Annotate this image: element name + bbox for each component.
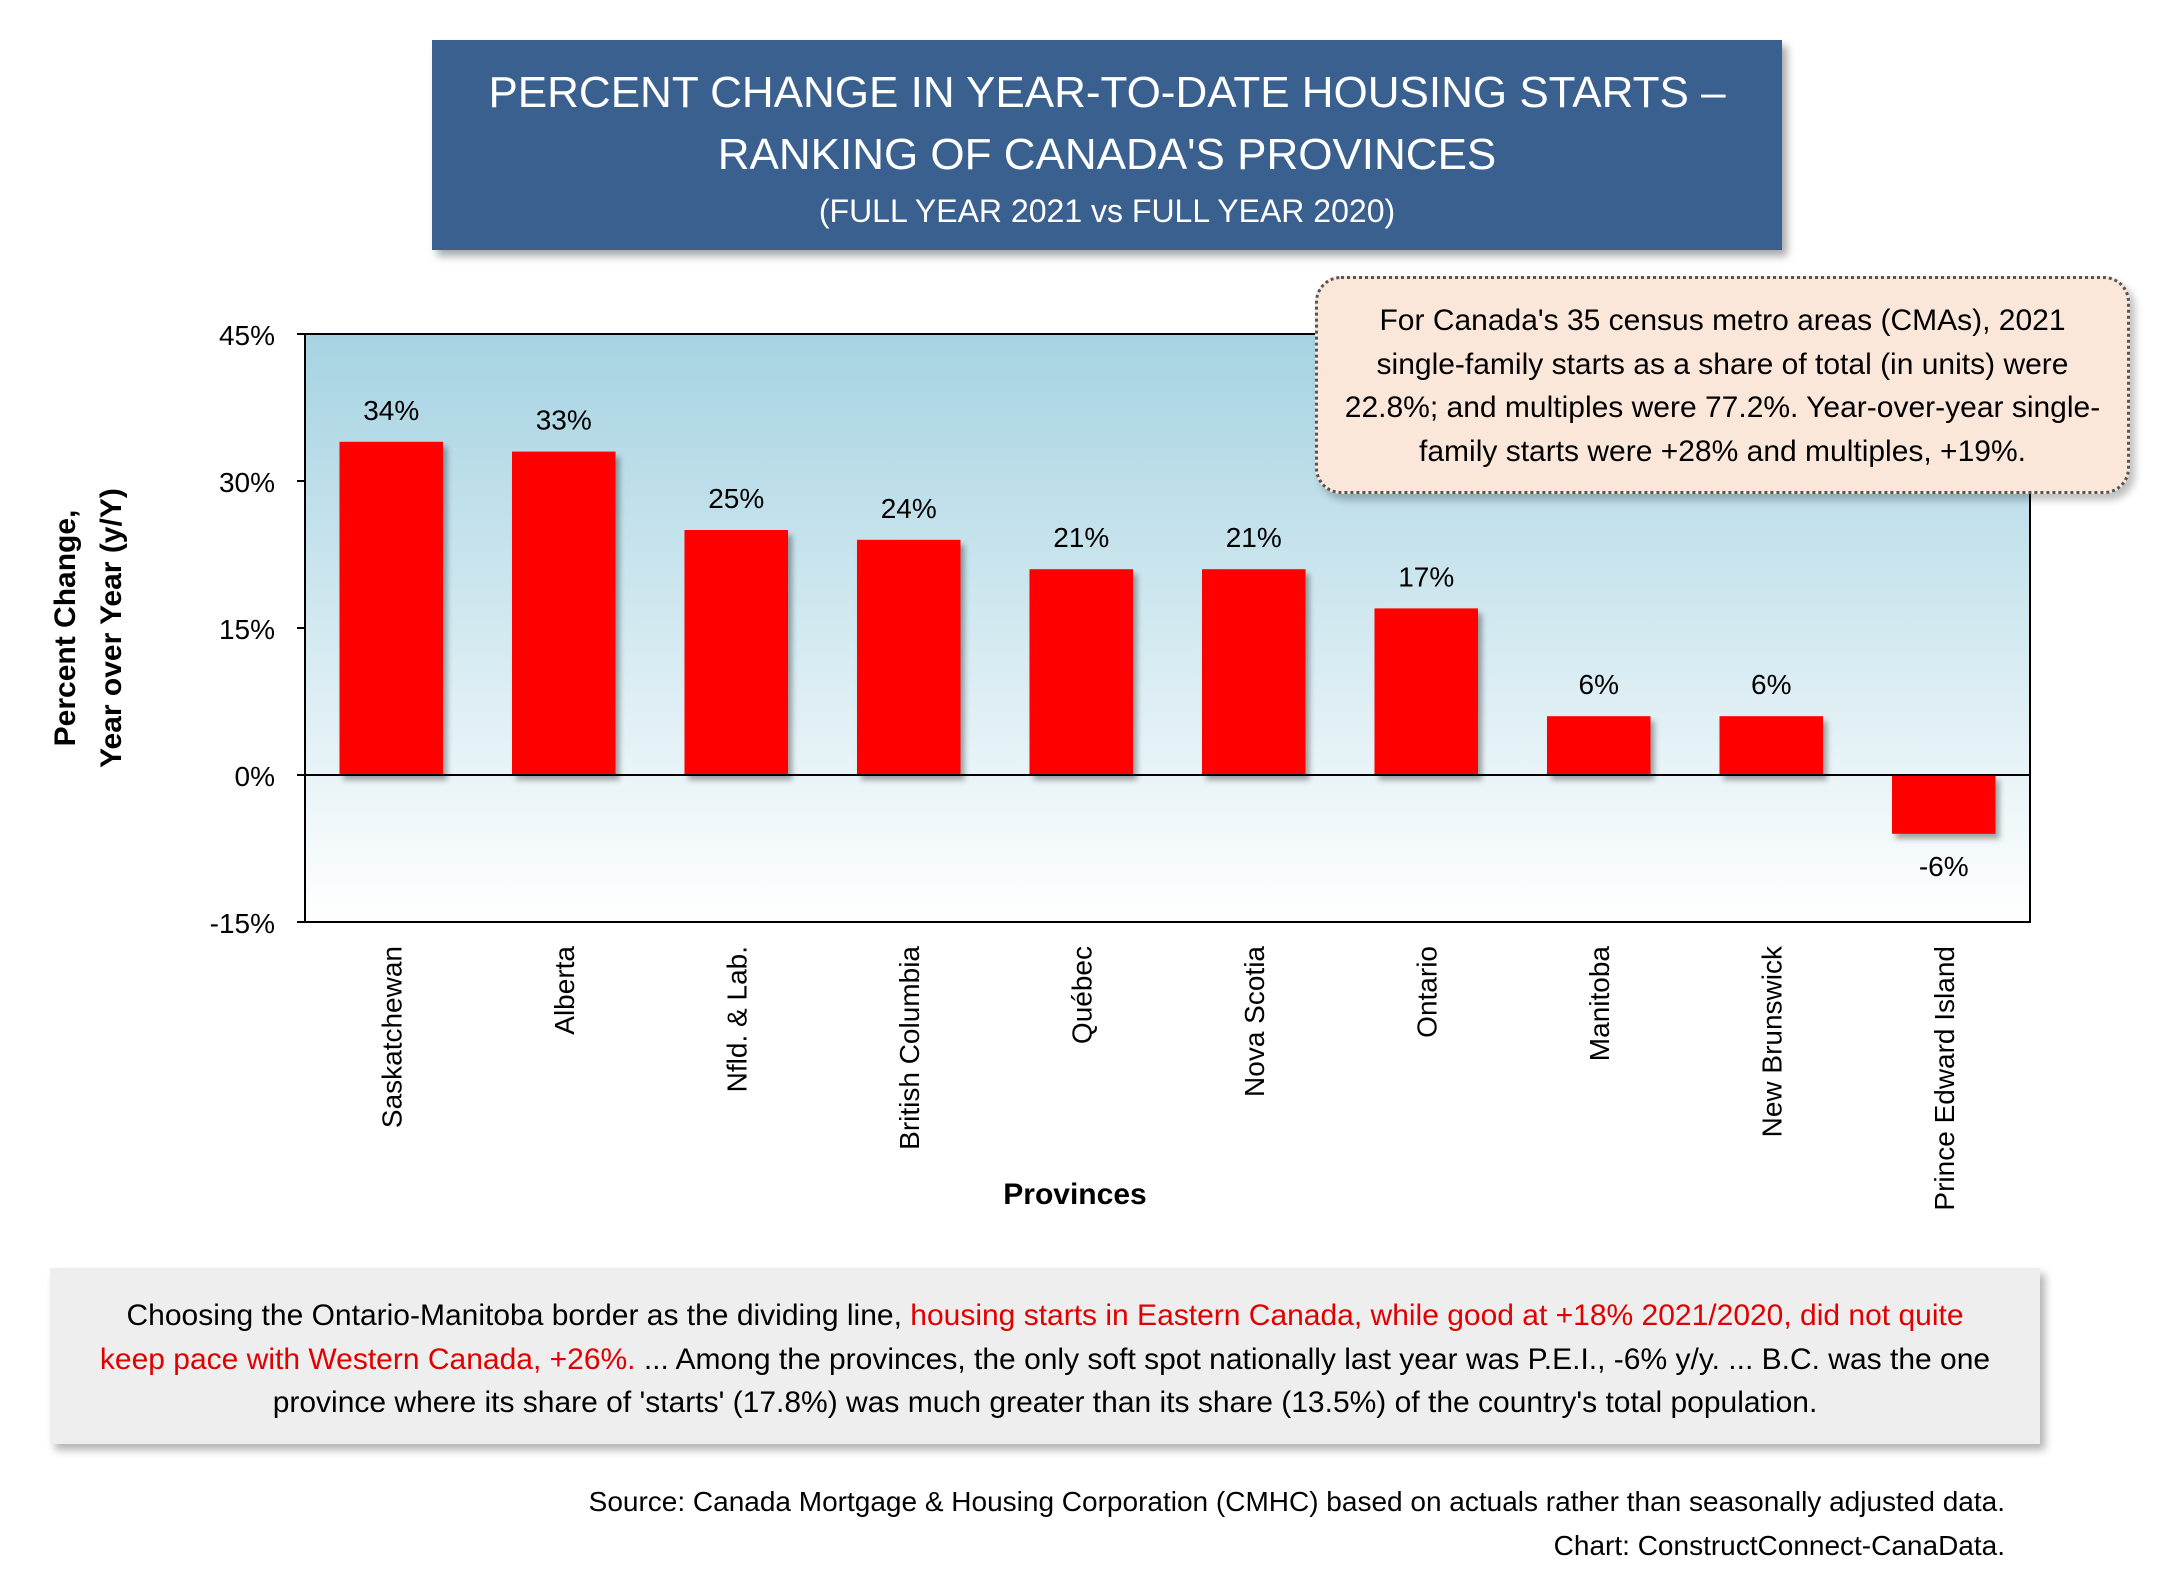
bar (1374, 608, 1478, 775)
x-tick-label: Alberta (549, 946, 580, 1035)
cma-note-callout: For Canada's 35 census metro areas (CMAs… (1315, 276, 2130, 494)
commentary-box: Choosing the Ontario-Manitoba border as … (50, 1268, 2040, 1444)
x-tick-label: Saskatchewan (376, 946, 407, 1128)
x-tick-label: Ontario (1411, 946, 1442, 1038)
bar (1892, 775, 1996, 834)
x-tick-label: Prince Edward Island (1929, 946, 1960, 1211)
commentary-text-1: Choosing the Ontario-Manitoba border as … (126, 1299, 911, 1332)
chart-credit: Chart: ConstructConnect-CanaData. (1553, 1530, 2005, 1561)
x-axis-title: Provinces (1003, 1178, 1146, 1211)
bar (857, 539, 961, 775)
bar (684, 530, 788, 775)
data-label: 34% (363, 395, 419, 426)
x-tick-label: Nova Scotia (1239, 946, 1270, 1097)
y-tick-label: -15% (210, 908, 275, 939)
commentary-highlight: housing starts in Eastern Canada, while … (99, 1299, 1964, 1376)
x-tick-label: Québec (1066, 946, 1097, 1044)
y-tick-label: 15% (219, 614, 275, 645)
data-label: 21% (1053, 522, 1109, 553)
source-note: Source: Canada Mortgage & Housing Corpor… (588, 1486, 2005, 1517)
y-tick-label: 0% (235, 761, 275, 792)
bar (1547, 716, 1651, 775)
y-tick-label: 30% (219, 467, 275, 498)
data-label: 33% (536, 405, 592, 436)
bar (339, 441, 443, 775)
commentary-text-2: ... Among the provinces, the only soft s… (272, 1342, 1991, 1420)
data-label: 21% (1226, 522, 1282, 553)
y-tick-label: 45% (219, 320, 275, 351)
chart-title-box: PERCENT CHANGE IN YEAR-TO-DATE HOUSING S… (432, 40, 1782, 250)
x-tick-label: Manitoba (1584, 946, 1615, 1062)
data-label: -6% (1919, 851, 1969, 882)
data-label: 6% (1751, 669, 1791, 700)
data-label: 24% (881, 493, 937, 524)
x-tick-label: New Brunswick (1756, 945, 1787, 1137)
data-label: 6% (1579, 669, 1619, 700)
x-tick-label: British Columbia (894, 946, 925, 1150)
x-tick-label: Nfld. & Lab. (721, 946, 752, 1092)
bar (1029, 569, 1133, 775)
bar (512, 451, 616, 775)
chart-title-line1: PERCENT CHANGE IN YEAR-TO-DATE HOUSING S… (488, 68, 1726, 117)
bar (1719, 716, 1823, 775)
data-label: 25% (708, 483, 764, 514)
chart-subtitle: (FULL YEAR 2021 vs FULL YEAR 2020) (818, 193, 1396, 229)
chart-title-line2: RANKING OF CANADA'S PROVINCES (717, 130, 1497, 179)
y-axis-title-line2: Year over Year (y/Y) (95, 488, 128, 768)
data-label: 17% (1398, 561, 1454, 592)
bar (1202, 569, 1306, 775)
y-axis-title-line1: Percent Change, (49, 510, 82, 747)
